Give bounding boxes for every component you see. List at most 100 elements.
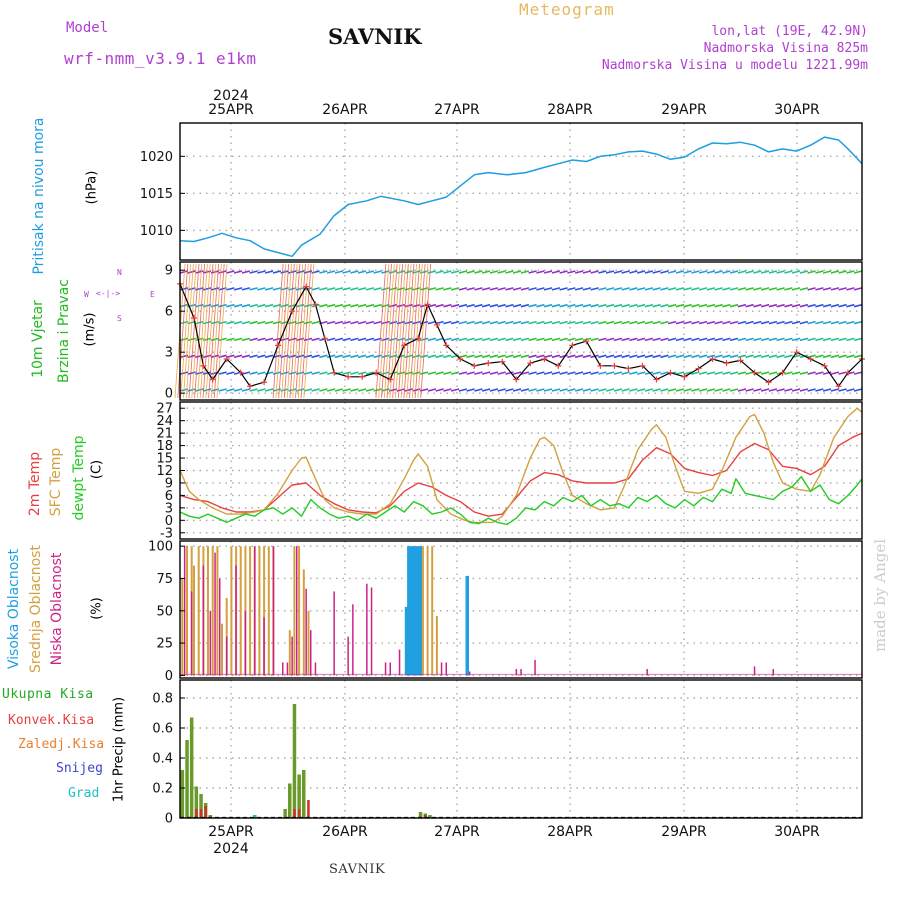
wind-arrow xyxy=(319,303,328,308)
wind-arrow xyxy=(264,303,274,308)
cloud-mid-bar xyxy=(426,546,429,676)
wind-marker xyxy=(611,362,618,369)
cloud-mid-bar xyxy=(307,610,310,676)
wind-arrow xyxy=(691,303,700,308)
wind-arrow xyxy=(288,270,297,274)
wind-arrow xyxy=(179,303,189,308)
wind-arrow xyxy=(644,320,654,325)
wind-marker xyxy=(583,338,590,345)
wind-arrow xyxy=(528,287,537,291)
wind-arrow xyxy=(776,337,785,342)
wind-arrow xyxy=(458,270,468,274)
cloud-high-bar xyxy=(465,575,469,676)
wind-arrow xyxy=(311,320,320,325)
wind-arrow xyxy=(179,270,189,274)
cloud-low-bar xyxy=(389,662,391,676)
wind-arrow xyxy=(822,354,832,359)
cloud-mid-bar xyxy=(197,546,200,676)
wind-arrow xyxy=(295,354,305,359)
wind-arrow xyxy=(466,287,475,291)
wind-streak xyxy=(392,263,404,399)
wind-arrow xyxy=(722,303,731,308)
wind-arrow xyxy=(226,388,235,392)
wind-arrow xyxy=(830,303,840,308)
wind-arrow xyxy=(613,270,623,274)
wind-arrow xyxy=(644,287,654,291)
wind-arrow xyxy=(636,388,646,392)
wind-streak xyxy=(411,263,423,399)
wind-arrow xyxy=(543,354,553,359)
panel-frame xyxy=(179,679,863,819)
wind-arrow xyxy=(784,388,793,392)
wind-streak xyxy=(397,263,409,399)
wind-arrow xyxy=(768,320,778,325)
cloud-tick-label: 75 xyxy=(156,572,173,587)
wind-arrow xyxy=(419,337,429,342)
wind-arrow xyxy=(226,303,235,308)
cloud-mid-bar xyxy=(181,578,184,676)
wind-arrow xyxy=(257,337,266,342)
wind-marker xyxy=(303,283,310,290)
precip-bar xyxy=(428,815,432,818)
cloud-low-bar xyxy=(398,649,401,676)
wind-arrow xyxy=(660,388,669,392)
wind-arrow xyxy=(629,303,638,308)
wind-arrow xyxy=(264,371,274,375)
wind-arrow xyxy=(753,354,762,359)
wind-arrow xyxy=(489,354,499,359)
wind-arrow xyxy=(396,303,406,308)
precip-bar xyxy=(199,809,203,818)
wind-arrow xyxy=(443,354,452,359)
wind-arrow xyxy=(799,371,809,375)
wind-arrow xyxy=(753,337,762,342)
wind-arrow xyxy=(249,371,258,375)
wind-arrow xyxy=(613,287,623,291)
temp-tick-label: 3 xyxy=(165,501,173,516)
bottom-day-label: 26APR xyxy=(322,824,368,840)
wind-arrow xyxy=(326,320,336,325)
wind-streak xyxy=(297,263,309,399)
precip-bar xyxy=(424,815,427,818)
wind-arrow xyxy=(683,354,692,359)
wind-arrow xyxy=(567,320,576,325)
wind-arrow xyxy=(559,320,568,325)
wind-arrow xyxy=(202,320,212,325)
wind-arrow xyxy=(753,388,762,392)
wind-arrow xyxy=(598,303,607,308)
wind-arrow xyxy=(846,354,855,359)
wind-arrow xyxy=(218,337,227,342)
precip-tick-label: 0 xyxy=(165,812,173,827)
wind-arrow xyxy=(838,287,847,291)
wind-arrow xyxy=(830,371,840,375)
wind-arrow xyxy=(629,337,638,342)
wind-arrow xyxy=(652,337,661,342)
cloud-low-bar xyxy=(468,671,471,676)
cloud-low-bar xyxy=(352,604,354,676)
precip-bar xyxy=(292,704,297,818)
bottom-year-label: 2024 xyxy=(213,841,249,857)
wind-arrow xyxy=(350,287,359,291)
wind-streak xyxy=(281,263,292,399)
wind-marker xyxy=(723,360,730,367)
wind-arrow xyxy=(357,371,367,375)
pressure-tick-label: 1015 xyxy=(140,187,173,202)
wind-tick-label: 0 xyxy=(165,387,173,402)
wind-arrow xyxy=(342,303,351,308)
wind-arrow xyxy=(760,270,770,274)
wind-streak xyxy=(386,263,398,399)
wind-arrow xyxy=(528,270,537,274)
wind-arrow xyxy=(574,320,584,325)
wind-tick-label: 6 xyxy=(165,305,173,320)
wind-arrow xyxy=(210,303,220,308)
wind-arrow xyxy=(458,287,468,291)
wind-arrow xyxy=(249,337,258,342)
wind-arrow xyxy=(536,371,545,375)
wind-arrow xyxy=(427,270,437,274)
wind-marker xyxy=(401,342,408,349)
wind-tick-label: 9 xyxy=(165,264,173,279)
wind-arrow xyxy=(745,270,754,274)
wind-arrow xyxy=(784,270,793,274)
wind-arrow xyxy=(295,388,305,392)
wind-arrow xyxy=(458,337,468,342)
wind-arrow xyxy=(280,303,289,308)
